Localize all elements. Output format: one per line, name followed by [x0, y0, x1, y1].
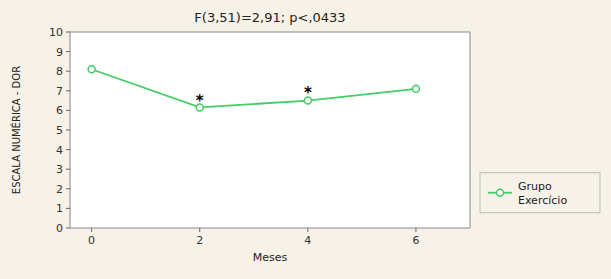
x-tick	[415, 228, 416, 232]
x-tick	[91, 228, 92, 232]
y-tick-label: 0	[56, 222, 63, 235]
title: F(3,51)=2,91; p<,0433	[194, 10, 345, 25]
series-group	[88, 66, 419, 111]
x-tick-label: 0	[88, 234, 95, 247]
y-tick-label: 1	[56, 202, 63, 215]
y-tick-label: 10	[49, 26, 63, 39]
y-tick-label: 4	[56, 144, 63, 157]
x-axis-label: Meses	[253, 251, 288, 264]
y-tick	[66, 228, 70, 229]
y-tick-label: 5	[56, 124, 63, 137]
legend: GrupoExercício	[480, 173, 600, 213]
legend-marker	[497, 189, 504, 196]
y-tick	[66, 71, 70, 72]
x-tick-label: 2	[196, 234, 203, 247]
y-tick	[66, 90, 70, 91]
y-tick	[66, 32, 70, 33]
y-tick	[66, 169, 70, 170]
y-tick	[66, 149, 70, 150]
marker	[88, 66, 95, 73]
x-tick	[307, 228, 308, 232]
y-tick	[66, 188, 70, 189]
y-tick	[66, 110, 70, 111]
y-tick	[66, 208, 70, 209]
x-tick	[199, 228, 200, 232]
y-tick-label: 8	[56, 65, 63, 78]
background	[0, 0, 611, 279]
y-axis-label: ESCALA NUMÉRICA - DOR	[10, 66, 22, 194]
y-tick-label: 6	[56, 104, 63, 117]
y-tick-label: 7	[56, 85, 63, 98]
y-tick	[66, 51, 70, 52]
annotation: *	[304, 84, 312, 102]
annotation: *	[196, 92, 204, 110]
plot-area	[70, 32, 470, 228]
y-tick-label: 3	[56, 163, 63, 176]
chart: 0 1 2 3 4 5 6 7 8 9 10 0 2 4 6 F(3,51)=2,91; p<,0433 Mes…	[0, 0, 611, 279]
y-tick	[66, 130, 70, 131]
x-tick-label: 6	[412, 234, 419, 247]
y-tick-label: 9	[56, 46, 63, 59]
marker	[412, 85, 419, 92]
line	[92, 69, 416, 107]
y-tick-label: 2	[56, 183, 63, 196]
legend-box	[480, 173, 600, 213]
legend-label-line: Grupo	[518, 180, 552, 193]
x-tick-label: 4	[304, 234, 311, 247]
legend-label: GrupoExercício	[518, 180, 567, 207]
legend-label-line: Exercício	[518, 194, 567, 207]
